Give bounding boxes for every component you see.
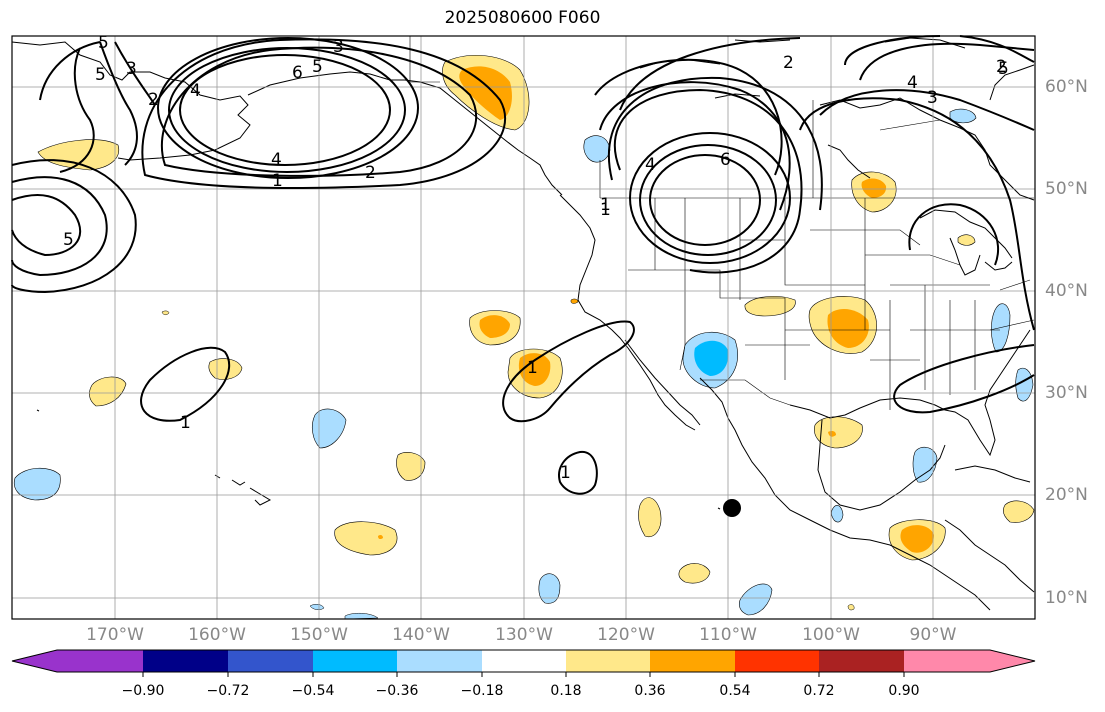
contour-label-group: 3 5 5 3 2 4 6 5 4 2 1 5 2 1 6 4 2 4 3 5 … (63, 33, 1009, 483)
map-title: 2025080600 F060 (444, 8, 601, 28)
latitude-label: 40°N (1045, 281, 1088, 301)
contour-label: 5 (63, 230, 74, 250)
latitude-label: 30°N (1045, 383, 1088, 403)
contour-label: 1 (600, 200, 611, 220)
contour-label: 6 (292, 63, 303, 83)
contour-label: 4 (190, 81, 201, 101)
colorbar-tick-label: 0.72 (803, 683, 835, 699)
colorbar-tick-label: −0.36 (375, 683, 419, 699)
contour-label: 5 (312, 57, 323, 77)
colorbar-segment (735, 650, 819, 672)
contour-label: 1 (527, 358, 538, 378)
latitude-label: 50°N (1045, 179, 1088, 199)
contour-label: 5 (98, 33, 109, 53)
longitude-label: 120°W (597, 625, 655, 645)
colorbar-segment (819, 650, 904, 672)
contour-label: 5 (998, 59, 1009, 79)
map-border (11, 35, 1036, 620)
colorbar-extend-max (990, 650, 1035, 672)
colorbar-tick-label: −0.54 (291, 683, 335, 699)
colorbar-tick-label: −0.72 (206, 683, 250, 699)
contour-label: 3 (927, 88, 938, 108)
contour-label: 1 (272, 171, 283, 191)
contour-label: 2 (148, 90, 159, 110)
colorbar (11, 649, 1036, 677)
colorbar-tick-label: −0.90 (121, 683, 165, 699)
colorbar-segment (482, 650, 566, 672)
contour-label: 1 (600, 195, 611, 215)
longitude-label: 140°W (392, 625, 450, 645)
political-borders (409, 36, 1035, 410)
colorbar-extend-min (12, 650, 57, 672)
colorbar-segment (228, 650, 313, 672)
colorbar-tick-label: 0.54 (719, 683, 751, 699)
colorbar-segment (57, 650, 143, 672)
latitude-label: 20°N (1045, 485, 1088, 505)
filled-anomalies (14, 55, 1035, 620)
contour-label: 5 (95, 65, 106, 85)
colorbar-segment (143, 650, 228, 672)
contour-label: 4 (645, 155, 656, 175)
colorbar-tick-label: −0.18 (460, 683, 504, 699)
contour-label: 2 (783, 53, 794, 73)
contour-label: 3 (126, 59, 137, 79)
contour-label: 1 (560, 463, 571, 483)
contour-label: 1 (180, 413, 191, 433)
longitude-label: 100°W (802, 625, 860, 645)
longitude-label: 160°W (188, 625, 246, 645)
longitude-label: 130°W (495, 625, 553, 645)
contour-label: 6 (720, 150, 731, 170)
coastlines (11, 37, 1035, 611)
colorbar-segment (313, 650, 397, 672)
colorbar-segment (397, 650, 482, 672)
colorbar-tick-label: 0.36 (634, 683, 666, 699)
contour-label: 4 (907, 73, 918, 93)
graticule (12, 36, 1035, 619)
location-marker (723, 499, 741, 517)
colorbar-segment (904, 650, 990, 672)
latitude-label: 60°N (1045, 77, 1088, 97)
contour-label: 2 (365, 163, 376, 183)
colorbar-outline (11, 649, 1036, 673)
colorbar-tick-label: 0.90 (888, 683, 920, 699)
contour-label: 2 (996, 57, 1007, 77)
colorbar-segment (650, 650, 735, 672)
latitude-label: 10°N (1045, 588, 1088, 608)
colorbar-segment (566, 650, 650, 672)
contour-lines (11, 35, 1035, 495)
longitude-label: 150°W (290, 625, 348, 645)
colorbar-tick-label: 0.18 (550, 683, 582, 699)
longitude-label: 110°W (699, 625, 757, 645)
longitude-label: 90°W (909, 625, 957, 645)
longitude-label: 170°W (86, 625, 144, 645)
contour-label: 3 (333, 37, 344, 57)
contour-label: 4 (271, 150, 282, 170)
